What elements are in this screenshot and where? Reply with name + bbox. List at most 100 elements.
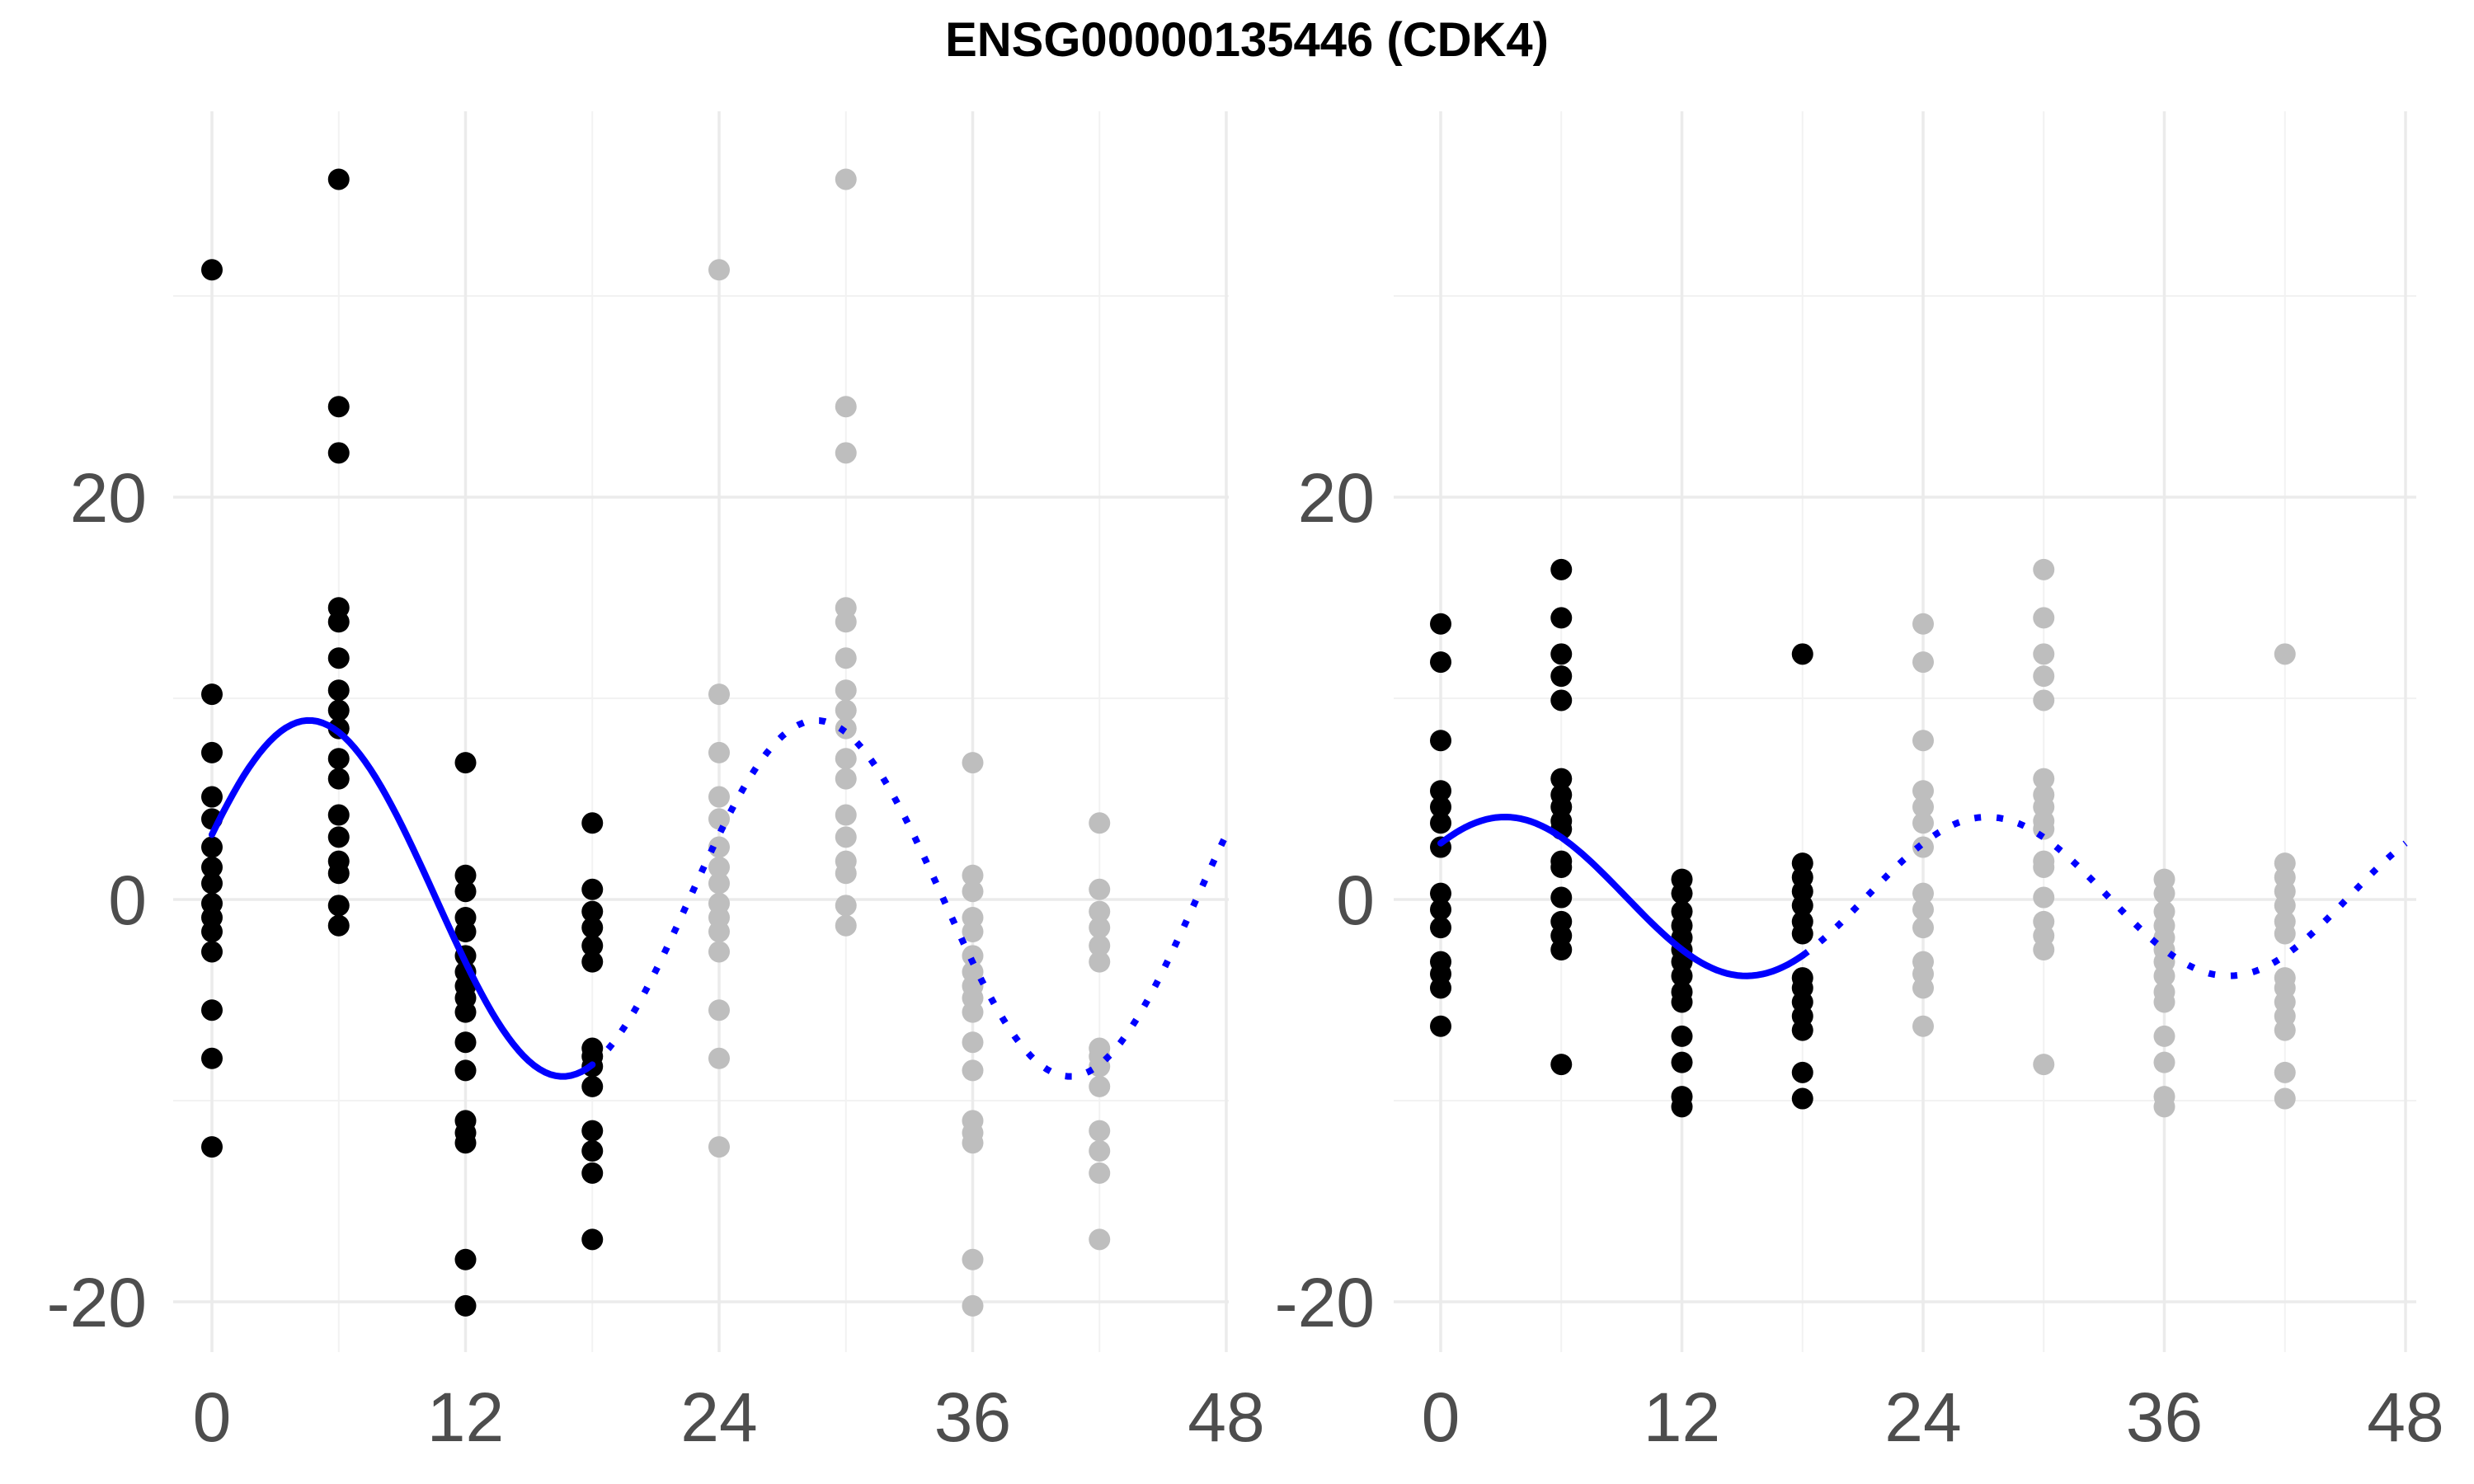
observed-point (1430, 796, 1451, 818)
replicated-point (1912, 796, 1934, 818)
y-tick-label: 0 (108, 862, 147, 939)
y-tick-label: 0 (1336, 862, 1375, 939)
replicated-point (708, 259, 730, 281)
observed-point (1550, 1054, 1573, 1076)
observed-point (581, 812, 604, 834)
fit-curve-projected (1800, 813, 2408, 979)
replicated-point (1089, 951, 1111, 973)
y-tick-label: -20 (1275, 1264, 1375, 1341)
observed-point (454, 1001, 477, 1023)
replicated-point (2274, 1087, 2296, 1110)
replicated-point (1912, 899, 1934, 921)
replicated-point (835, 826, 857, 848)
replicated-point (1912, 917, 1934, 939)
observed-point (327, 647, 350, 669)
observed-point (327, 442, 350, 464)
replicated-point (2153, 1025, 2175, 1047)
observed-point (1430, 1015, 1451, 1037)
replicated-point (1089, 812, 1111, 834)
observed-point (201, 786, 223, 808)
observed-point (454, 1248, 477, 1270)
replicated-point (835, 168, 857, 190)
replicated-point (708, 1047, 730, 1069)
observed-point (327, 699, 350, 721)
observed-point (1550, 856, 1573, 878)
observed-point (1430, 882, 1451, 904)
replicated-point (2274, 923, 2296, 945)
observed-point (327, 826, 350, 848)
observed-point (454, 1294, 477, 1317)
observed-point (201, 921, 223, 943)
replicated-point (2033, 818, 2055, 840)
observed-point (201, 856, 223, 878)
fit-curve-observed (209, 716, 596, 1080)
observed-point (327, 768, 350, 790)
observed-point (581, 1120, 604, 1142)
replicated-point (835, 699, 857, 721)
observed-point (454, 1132, 477, 1154)
replicated-point (2033, 768, 2055, 790)
observed-point (1550, 558, 1573, 580)
observed-point (581, 917, 604, 939)
observed-point (201, 683, 223, 706)
observed-point (1550, 665, 1573, 688)
replicated-point (2153, 991, 2175, 1013)
observed-point (1550, 939, 1573, 960)
observed-point (454, 1031, 477, 1054)
observed-point (454, 864, 477, 886)
y-tick-label: 20 (1298, 459, 1375, 537)
observed-point (581, 900, 604, 923)
replicated-point (835, 768, 857, 790)
replicated-point (835, 804, 857, 826)
observed-point (1550, 607, 1573, 629)
replicated-point (2274, 643, 2296, 665)
replicated-point (962, 1031, 984, 1054)
observed-point (1671, 1096, 1693, 1118)
observed-point (327, 804, 350, 826)
replicated-point (2274, 1061, 2296, 1083)
replicated-point (835, 748, 857, 770)
observed-point (581, 935, 604, 957)
replicated-point (1912, 651, 1934, 674)
observed-point (1430, 613, 1451, 635)
x-tick-label: 24 (1884, 1378, 1961, 1456)
replicated-point (1089, 1228, 1111, 1251)
replicated-point (962, 1001, 984, 1023)
replicated-point (1912, 730, 1934, 752)
observed-point (201, 1047, 223, 1069)
replicated-point (1089, 1120, 1111, 1142)
replicated-point (962, 1132, 984, 1154)
replicated-point (835, 647, 857, 669)
replicated-point (1089, 1140, 1111, 1162)
x-tick-label: 12 (1644, 1378, 1720, 1456)
replicated-point (1912, 613, 1934, 635)
replicated-point (1089, 917, 1111, 939)
replicated-point (962, 881, 984, 903)
replicated-point (835, 914, 857, 937)
observed-point (201, 999, 223, 1021)
observed-point (1791, 1019, 1813, 1041)
y-tick-label: -20 (47, 1264, 147, 1341)
observed-point (1671, 965, 1693, 987)
observed-point (201, 836, 223, 858)
replicated-point (708, 1136, 730, 1158)
observed-point (1430, 977, 1451, 999)
replicated-point (708, 808, 730, 830)
replicated-point (2153, 1051, 2175, 1073)
observed-point (327, 862, 350, 885)
observed-point (1550, 643, 1573, 665)
replicated-point (1912, 1015, 1934, 1037)
fit-curve-projected (590, 716, 1230, 1080)
replicated-point (835, 679, 857, 702)
replicated-point (2153, 882, 2175, 904)
replicated-point (2033, 558, 2055, 580)
x-tick-label: 12 (427, 1378, 504, 1456)
replicated-point (1089, 878, 1111, 900)
observed-point (327, 679, 350, 702)
replicated-point (2153, 1096, 2175, 1118)
replicated-point (1912, 882, 1934, 904)
observed-point (581, 1228, 604, 1251)
panel-left: 0 12 24 36 48 -20 0 20 (47, 111, 1265, 1456)
observed-point (327, 168, 350, 190)
